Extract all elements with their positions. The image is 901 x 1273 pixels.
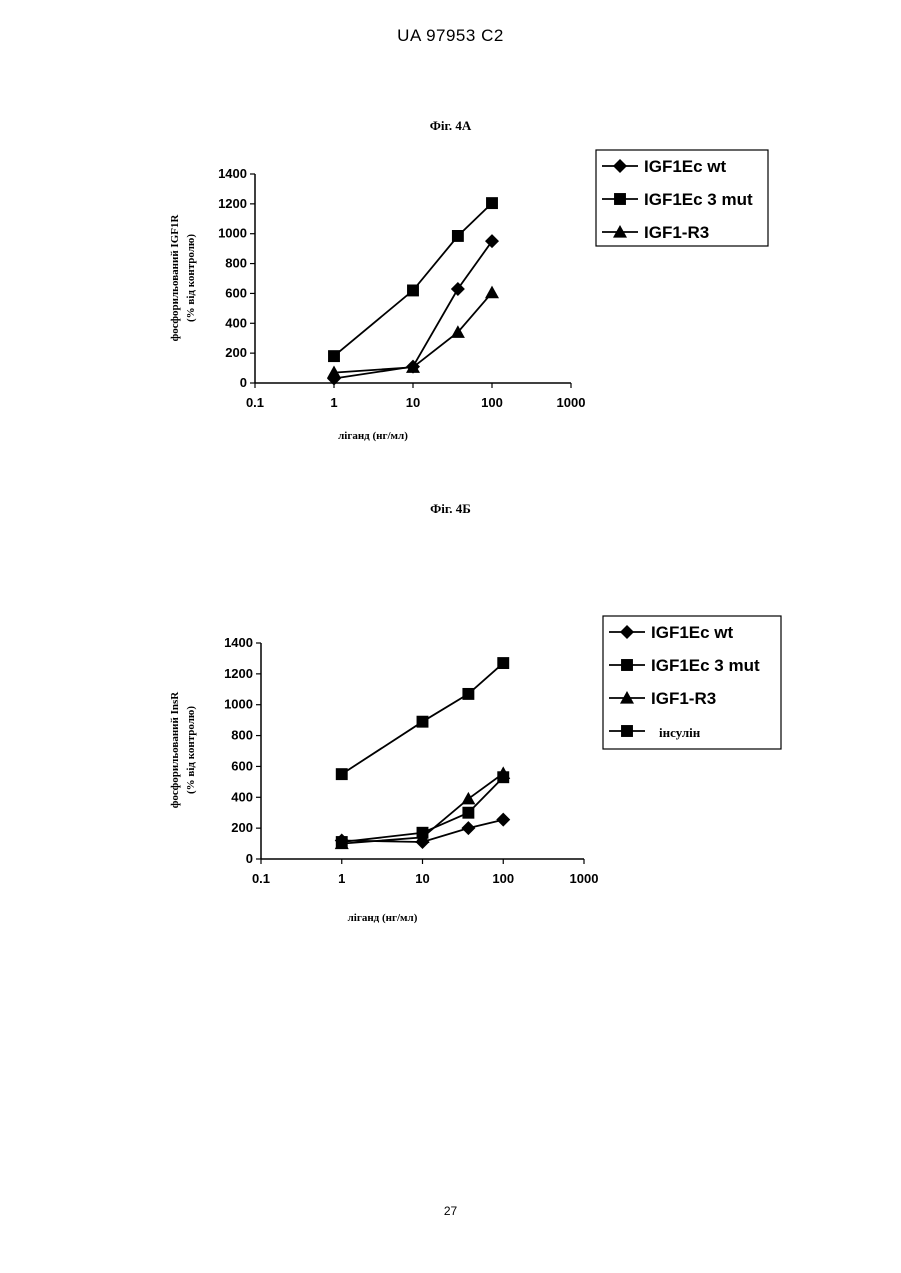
y-tick-label: 400 <box>225 315 247 330</box>
legend-label: IGF1-R3 <box>644 223 709 242</box>
x-tick-label: 1 <box>330 395 337 410</box>
y-tick-label: 1200 <box>224 666 253 681</box>
legend-marker-square <box>621 659 633 671</box>
y-tick-label: 800 <box>225 256 247 271</box>
x-tick-label: 0.1 <box>252 871 270 886</box>
series-line <box>334 241 492 378</box>
x-tick-label: 100 <box>481 395 503 410</box>
series-line <box>334 203 492 356</box>
data-point-square <box>336 768 348 780</box>
data-point-diamond <box>461 821 475 835</box>
x-tick-label: 10 <box>406 395 420 410</box>
y-tick-label: 200 <box>231 820 253 835</box>
y-tick-label: 600 <box>225 285 247 300</box>
y-tick-label: 0 <box>246 851 253 866</box>
y-tick-label: 400 <box>231 789 253 804</box>
series-1 <box>328 197 498 362</box>
data-point-diamond <box>451 282 465 296</box>
y-tick-label: 1400 <box>224 635 253 650</box>
y-tick-label: 200 <box>225 345 247 360</box>
data-point-diamond <box>496 813 510 827</box>
data-point-square <box>462 688 474 700</box>
figure-title-4b: Фіг. 4Б <box>0 501 901 517</box>
legend: IGF1Ec wt IGF1Ec 3 mut IGF1-R3 <box>596 150 768 246</box>
series-3 <box>336 657 509 780</box>
data-point-square <box>497 657 509 669</box>
y-axis-label: фосфорильований IGF1R <box>169 214 181 342</box>
chart-4a: 0 200 400 600 800 1000 1200 1400 0.1 1 10 100 1000 лі… <box>0 150 901 460</box>
data-point-triangle <box>461 792 475 805</box>
legend-marker-square <box>621 725 633 737</box>
y-tick-label: 1000 <box>218 226 247 241</box>
data-point-square <box>462 807 474 819</box>
data-point-square <box>417 716 429 728</box>
data-point-square <box>407 284 419 296</box>
y-tick-label: 1000 <box>224 697 253 712</box>
series-2 <box>327 286 499 378</box>
legend-label: IGF1Ec wt <box>644 157 727 176</box>
y-tick-label: 1400 <box>218 166 247 181</box>
y-tick-label: 600 <box>231 758 253 773</box>
y-tick-label: 1200 <box>218 196 247 211</box>
series-2 <box>335 766 511 849</box>
x-tick-label: 1000 <box>570 871 599 886</box>
data-point-square <box>486 197 498 209</box>
x-tick-label: 0.1 <box>246 395 264 410</box>
y-axis-label: фосфорильований InsR <box>169 691 181 809</box>
y-tick-label: 800 <box>231 728 253 743</box>
legend-label: інсулін <box>659 725 701 740</box>
y-tick-label: 0 <box>240 375 247 390</box>
data-point-triangle <box>485 286 499 299</box>
legend: IGF1Ec wt IGF1Ec 3 mut IGF1-R3 інсулін <box>603 616 781 749</box>
figure-title-4a: Фіг. 4А <box>0 118 901 134</box>
document-header: UA 97953 C2 <box>0 26 901 46</box>
x-axis-label: ліганд (нг/мл) <box>338 430 408 442</box>
legend-label: IGF1Ec wt <box>651 623 734 642</box>
x-axis-label: ліганд (нг/мл) <box>348 912 418 924</box>
legend-marker-square <box>614 193 626 205</box>
x-tick-label: 1000 <box>557 395 586 410</box>
x-tick-label: 1 <box>338 871 345 886</box>
data-point-square <box>328 350 340 362</box>
x-tick-label: 10 <box>415 871 429 886</box>
y-axis-label: (% від контролю) <box>185 706 197 794</box>
legend-label: IGF1-R3 <box>651 689 716 708</box>
data-point-diamond <box>485 234 499 248</box>
page-number: 27 <box>0 1204 901 1218</box>
data-point-square <box>452 230 464 242</box>
y-axis-label: (% від контролю) <box>185 234 197 322</box>
chart-4b: 0 200 400 600 800 1000 1200 1400 0.1 1 10 100 1000 лі… <box>0 600 901 940</box>
x-tick-label: 100 <box>492 871 514 886</box>
legend-label: IGF1Ec 3 mut <box>644 190 753 209</box>
legend-label: IGF1Ec 3 mut <box>651 656 760 675</box>
